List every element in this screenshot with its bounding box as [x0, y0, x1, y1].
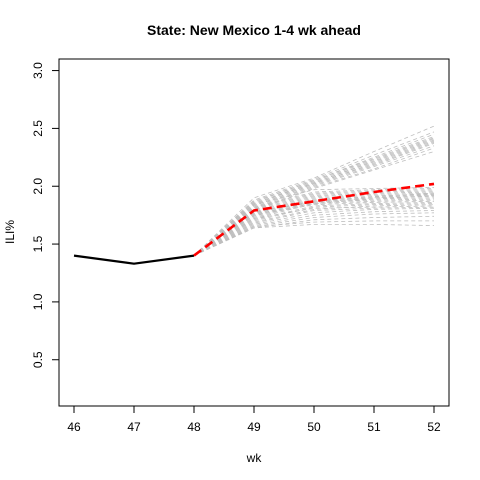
x-tick-label: 50 [307, 420, 321, 434]
x-axis-label: wk [246, 451, 263, 465]
ensemble-layer [193, 125, 435, 256]
plot-frame [58, 58, 450, 407]
y-tick-label: 0.5 [31, 351, 45, 368]
ensemble-series-line [193, 131, 435, 256]
ensemble-series-line [193, 141, 435, 256]
y-axis: 0.5 1.0 1.5 2.0 2.5 3.0 [31, 62, 60, 368]
y-tick-label: 1.5 [31, 235, 45, 252]
ensemble-series-line [193, 212, 435, 256]
ensemble-series-line [193, 203, 435, 256]
ensemble-series-line [193, 198, 435, 256]
x-tick-label: 48 [187, 420, 201, 434]
ensemble-series-line [193, 202, 435, 256]
ensemble-series-line [193, 200, 435, 256]
y-axis-label: ILI% [3, 220, 17, 244]
y-tick-label: 2.5 [31, 120, 45, 137]
ensemble-series-line [193, 196, 435, 256]
ensemble-series-line [193, 195, 435, 256]
x-tick-label: 52 [427, 420, 441, 434]
y-tick-label: 3.0 [31, 62, 45, 79]
x-axis: 46 47 48 49 50 51 52 [67, 405, 441, 434]
x-tick-label: 46 [67, 420, 81, 434]
ensemble-series-line [193, 195, 435, 256]
ensemble-series-line [193, 220, 434, 256]
forecast-series-line [193, 182, 435, 257]
x-tick-label: 47 [127, 420, 141, 434]
x-tick-label: 49 [247, 420, 261, 434]
ensemble-series-line [193, 199, 435, 256]
y-tick-label: 1.0 [31, 293, 45, 310]
x-tick-label: 51 [367, 420, 381, 434]
ensemble-series-line [193, 189, 435, 256]
ensemble-series-line [193, 125, 435, 256]
ensemble-series-line [193, 190, 435, 256]
main-layer [73, 182, 435, 265]
ensemble-series-line [193, 197, 435, 256]
ensemble-series-line [193, 223, 435, 256]
y-tick-label: 2.0 [31, 178, 45, 195]
ensemble-series-line [193, 207, 435, 256]
ensemble-series-line [193, 210, 435, 256]
observed-series-line [73, 254, 195, 265]
ensemble-series-line [193, 206, 435, 256]
ensemble-series-line [193, 205, 435, 256]
chart-title: State: New Mexico 1-4 wk ahead [147, 22, 361, 38]
ensemble-series-line [193, 204, 435, 256]
